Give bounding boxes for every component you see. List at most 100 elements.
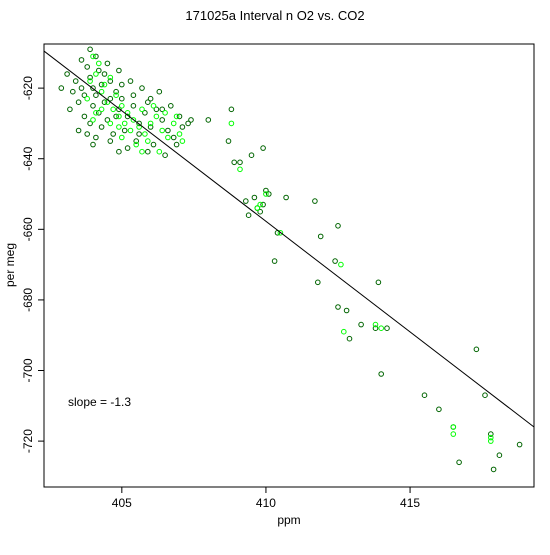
data-point-dark: [496, 452, 503, 459]
data-point-dark: [133, 138, 139, 144]
data-point-bright: [113, 92, 119, 98]
data-point-dark: [130, 92, 137, 98]
data-point-dark: [136, 120, 142, 127]
data-point-bright: [450, 431, 457, 437]
regression-layer: [43, 50, 535, 428]
data-point-bright: [98, 88, 105, 95]
data-point-dark: [70, 88, 76, 95]
data-point-dark: [260, 145, 266, 151]
data-point-dark: [107, 95, 114, 102]
data-point-bright: [277, 230, 284, 236]
slope-annotation: slope = -1.3: [68, 395, 131, 409]
data-point-bright: [96, 60, 102, 67]
data-point-bright: [139, 106, 145, 113]
y-axis: -620 -640 -660 -680 -700 -720: [21, 76, 44, 453]
data-point-dark: [98, 81, 105, 88]
data-point-bright: [139, 148, 145, 155]
data-point-bright: [107, 120, 114, 127]
x-tick-label: 405: [112, 496, 132, 510]
data-point-bright: [159, 127, 165, 134]
data-point-dark: [173, 141, 180, 148]
y-tick-label: -720: [21, 429, 35, 453]
data-point-dark: [335, 304, 341, 310]
y-tick-label: -620: [21, 76, 35, 100]
data-point-bright: [179, 138, 186, 144]
data-point-dark: [205, 117, 212, 123]
data-point-dark: [384, 325, 390, 332]
data-point-bright: [254, 205, 261, 211]
data-point-dark: [87, 120, 93, 127]
data-point-dark: [84, 131, 90, 137]
x-axis: 405 410 415: [112, 487, 420, 510]
data-point-dark: [84, 64, 90, 70]
data-point-dark: [78, 85, 85, 91]
y-tick-label: -680: [21, 288, 35, 312]
data-point-dark: [243, 198, 249, 204]
data-point-bright: [165, 134, 171, 141]
data-point-dark: [107, 78, 114, 84]
data-point-dark: [142, 110, 148, 116]
data-point-dark: [139, 85, 145, 91]
data-point-dark: [104, 60, 111, 67]
data-point-dark: [130, 103, 137, 109]
data-point-dark: [81, 113, 88, 120]
data-point-dark: [113, 113, 119, 120]
data-point-dark: [90, 85, 96, 91]
data-point-dark: [185, 120, 191, 127]
data-point-dark: [87, 74, 93, 81]
data-point-bright: [450, 424, 457, 430]
data-point-dark: [121, 127, 128, 134]
data-point-dark: [421, 392, 428, 399]
data-point-dark: [473, 346, 480, 353]
data-point-bright: [133, 141, 139, 148]
data-point-dark: [64, 71, 70, 77]
data-point-dark: [312, 198, 318, 204]
data-point-bright: [136, 124, 142, 130]
x-tick-label: 410: [256, 496, 276, 510]
data-point-bright: [121, 120, 128, 127]
data-point-dark: [335, 223, 341, 229]
plot-frame: [43, 43, 535, 488]
data-point-bright: [378, 325, 385, 332]
data-point-dark: [101, 71, 108, 77]
data-point-dark: [113, 88, 119, 95]
data-point-dark: [75, 99, 82, 105]
data-point-bright: [162, 110, 168, 116]
data-point-dark: [263, 187, 269, 194]
data-point-dark: [81, 92, 88, 98]
data-point-bright: [90, 53, 96, 60]
data-point-dark: [346, 335, 353, 342]
data-point-dark: [332, 258, 338, 264]
data-point-dark: [237, 159, 243, 166]
data-point-bright: [150, 103, 157, 109]
y-tick-label: -640: [21, 146, 35, 170]
data-point-dark: [159, 117, 165, 123]
data-point-bright: [257, 201, 264, 208]
y-tick-label: -660: [21, 217, 35, 241]
data-point-dark: [179, 124, 186, 130]
data-point-dark: [153, 106, 160, 113]
data-point-dark: [159, 106, 165, 113]
data-point-dark: [343, 307, 350, 314]
data-point-bright: [147, 120, 154, 127]
data-point-bright: [130, 117, 137, 123]
data-point-bright: [341, 328, 347, 335]
data-point-dark: [67, 106, 73, 113]
data-point-dark: [107, 138, 114, 144]
data-point-bright: [84, 95, 90, 102]
data-point-bright: [107, 74, 114, 81]
data-point-dark: [225, 138, 232, 144]
data-point-dark: [75, 127, 82, 134]
data-point-dark: [375, 279, 382, 286]
data-point-dark: [165, 127, 171, 134]
data-point-bright: [142, 131, 148, 137]
data-point-bright: [153, 113, 160, 120]
data-point-bright: [263, 191, 269, 197]
data-point-dark: [251, 194, 258, 201]
data-point-dark: [150, 141, 157, 148]
data-point-bright: [338, 261, 344, 268]
data-point-dark: [482, 392, 488, 399]
data-point-dark: [188, 117, 194, 123]
